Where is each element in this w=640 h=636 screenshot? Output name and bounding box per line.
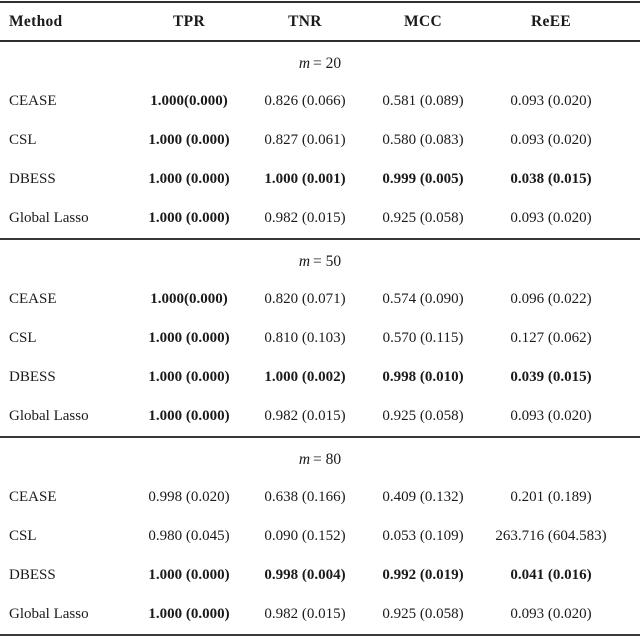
value-cell: 0.998 (0.004)	[264, 567, 346, 583]
math-eq-value: = 50	[313, 253, 342, 270]
method-cell: CSL	[9, 528, 37, 544]
value-cell: 0.810 (0.103)	[264, 330, 346, 346]
method-cell: CEASE	[9, 291, 57, 307]
value-cell: 1.000 (0.000)	[148, 132, 230, 148]
table-row: DBESS 1.000 (0.000) 0.998 (0.004) 0.992 …	[0, 556, 640, 595]
math-var: m	[298, 55, 311, 72]
value-cell: 0.096 (0.022)	[510, 291, 592, 307]
math-var: m	[298, 253, 311, 270]
value-cell: 0.980 (0.045)	[148, 528, 230, 544]
value-cell: 0.093 (0.020)	[510, 132, 592, 148]
method-cell: CSL	[9, 330, 37, 346]
value-cell: 0.925 (0.058)	[382, 210, 464, 226]
value-cell: 1.000(0.000)	[150, 93, 228, 109]
value-cell: 0.982 (0.015)	[264, 606, 346, 622]
value-cell: 0.090 (0.152)	[264, 528, 346, 544]
value-cell: 1.000 (0.000)	[148, 567, 230, 583]
column-header-mcc: MCC	[404, 13, 442, 30]
math-var: m	[298, 451, 311, 468]
math-eq-value: = 20	[313, 55, 342, 72]
table-row: DBESS 1.000 (0.000) 1.000 (0.002) 0.998 …	[0, 358, 640, 397]
value-cell: 0.998 (0.010)	[382, 369, 464, 385]
value-cell: 1.000 (0.000)	[148, 210, 230, 226]
value-cell: 0.982 (0.015)	[264, 210, 346, 226]
value-cell: 0.820 (0.071)	[264, 291, 346, 307]
value-cell: 0.925 (0.058)	[382, 408, 464, 424]
value-cell: 0.581 (0.089)	[382, 93, 464, 109]
value-cell: 0.093 (0.020)	[510, 408, 592, 424]
value-cell: 1.000 (0.000)	[148, 408, 230, 424]
value-cell: 0.038 (0.015)	[510, 171, 592, 187]
method-cell: Global Lasso	[9, 408, 89, 424]
value-cell: 0.982 (0.015)	[264, 408, 346, 424]
section-m80: m = 80 CEASE 0.998 (0.020) 0.638 (0.166) …	[0, 437, 640, 636]
column-header-tnr: TNR	[288, 13, 322, 30]
column-header-reee: ReEE	[531, 13, 571, 30]
method-cell: CEASE	[9, 93, 57, 109]
value-cell: 0.127 (0.062)	[510, 330, 592, 346]
value-cell: 1.000 (0.002)	[264, 369, 346, 385]
header-row: Method TPR TNR MCC ReEE	[0, 2, 640, 41]
table-row: Global Lasso 1.000 (0.000) 0.982 (0.015)…	[0, 199, 640, 239]
value-cell: 0.053 (0.109)	[382, 528, 464, 544]
value-cell: 0.574 (0.090)	[382, 291, 464, 307]
value-cell: 1.000 (0.001)	[264, 171, 346, 187]
method-cell: CEASE	[9, 489, 57, 505]
value-cell: 1.000 (0.000)	[148, 171, 230, 187]
table-row: CEASE 1.000(0.000) 0.826 (0.066) 0.581 (…	[0, 82, 640, 121]
math-eq-value: = 80	[313, 451, 342, 468]
table-row: CEASE 1.000(0.000) 0.820 (0.071) 0.574 (…	[0, 280, 640, 319]
value-cell: 1.000(0.000)	[150, 291, 228, 307]
value-cell: 263.716 (604.583)	[495, 528, 607, 544]
table-row: Global Lasso 1.000 (0.000) 0.982 (0.015)…	[0, 397, 640, 437]
value-cell: 0.826 (0.066)	[264, 93, 346, 109]
method-cell: Global Lasso	[9, 606, 89, 622]
value-cell: 0.827 (0.061)	[264, 132, 346, 148]
method-cell: Global Lasso	[9, 210, 89, 226]
section-label-row: m = 80	[0, 437, 640, 478]
column-header-method: Method	[9, 13, 63, 30]
section-label: m = 50	[0, 239, 640, 280]
table-row: CEASE 0.998 (0.020) 0.638 (0.166) 0.409 …	[0, 478, 640, 517]
table-row: CSL 0.980 (0.045) 0.090 (0.152) 0.053 (0…	[0, 517, 640, 556]
method-cell: DBESS	[9, 369, 56, 385]
value-cell: 0.093 (0.020)	[510, 93, 592, 109]
value-cell: 0.039 (0.015)	[510, 369, 592, 385]
section-m20: m = 20 CEASE 1.000(0.000) 0.826 (0.066) 0…	[0, 41, 640, 239]
value-cell: 1.000 (0.000)	[148, 330, 230, 346]
section-label-row: m = 50	[0, 239, 640, 280]
value-cell: 1.000 (0.000)	[148, 606, 230, 622]
value-cell: 0.041 (0.016)	[510, 567, 592, 583]
section-label: m = 20	[0, 41, 640, 82]
value-cell: 0.570 (0.115)	[382, 330, 464, 346]
table-row: Global Lasso 1.000 (0.000) 0.982 (0.015)…	[0, 595, 640, 636]
method-cell: DBESS	[9, 567, 56, 583]
value-cell: 0.093 (0.020)	[510, 606, 592, 622]
value-cell: 0.638 (0.166)	[264, 489, 346, 505]
section-label-row: m = 20	[0, 41, 640, 82]
column-header-tpr: TPR	[173, 13, 205, 30]
table-row: CSL 1.000 (0.000) 0.810 (0.103) 0.570 (0…	[0, 319, 640, 358]
table-row: DBESS 1.000 (0.000) 1.000 (0.001) 0.999 …	[0, 160, 640, 199]
value-cell: 1.000 (0.000)	[148, 369, 230, 385]
table-row: CSL 1.000 (0.000) 0.827 (0.061) 0.580 (0…	[0, 121, 640, 160]
value-cell: 0.409 (0.132)	[382, 489, 464, 505]
value-cell: 0.580 (0.083)	[382, 132, 464, 148]
value-cell: 0.992 (0.019)	[382, 567, 464, 583]
method-cell: DBESS	[9, 171, 56, 187]
value-cell: 0.998 (0.020)	[148, 489, 230, 505]
section-label: m = 80	[0, 437, 640, 478]
value-cell: 0.999 (0.005)	[382, 171, 464, 187]
method-cell: CSL	[9, 132, 37, 148]
section-m50: m = 50 CEASE 1.000(0.000) 0.820 (0.071) 0…	[0, 239, 640, 437]
value-cell: 0.201 (0.189)	[510, 489, 592, 505]
value-cell: 0.093 (0.020)	[510, 210, 592, 226]
value-cell: 0.925 (0.058)	[382, 606, 464, 622]
